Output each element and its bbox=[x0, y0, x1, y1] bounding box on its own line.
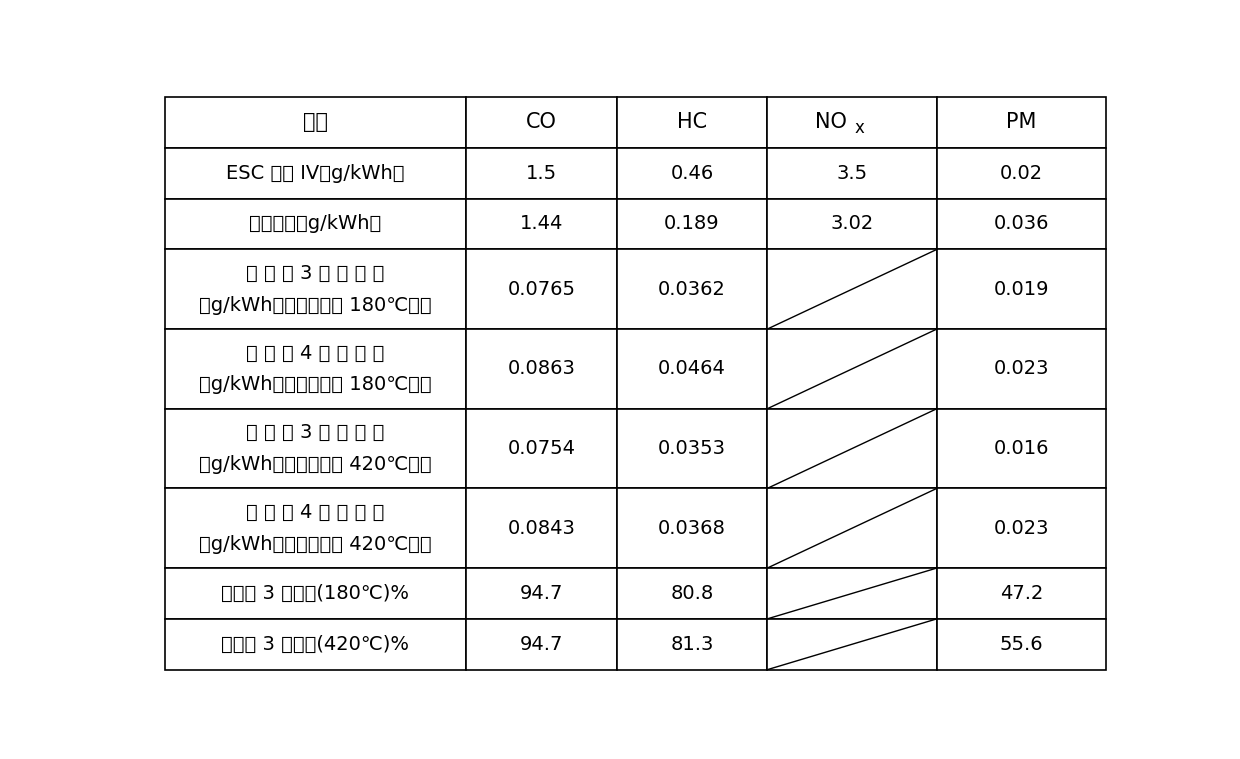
Text: 0.0464: 0.0464 bbox=[658, 359, 725, 379]
Text: 0.016: 0.016 bbox=[994, 439, 1049, 458]
Bar bbox=[616, 488, 768, 568]
Bar bbox=[165, 97, 466, 148]
Text: 3.5: 3.5 bbox=[837, 164, 868, 183]
Text: 0.019: 0.019 bbox=[994, 280, 1049, 299]
Bar bbox=[466, 408, 616, 488]
Text: 47.2: 47.2 bbox=[999, 584, 1043, 603]
Bar bbox=[937, 97, 1106, 148]
Text: CO: CO bbox=[526, 112, 557, 132]
Bar bbox=[466, 329, 616, 408]
Text: 实 施 例 3 净 化 排 放: 实 施 例 3 净 化 排 放 bbox=[246, 423, 384, 442]
Bar bbox=[466, 97, 616, 148]
Text: 实 施 例 4 净 化 排 放: 实 施 例 4 净 化 排 放 bbox=[246, 343, 384, 363]
Bar bbox=[165, 488, 466, 568]
Bar bbox=[616, 619, 768, 669]
Bar bbox=[768, 408, 937, 488]
Text: 实 施 例 3 净 化 排 放: 实 施 例 3 净 化 排 放 bbox=[246, 264, 384, 283]
Text: 1.44: 1.44 bbox=[520, 215, 563, 234]
Text: x: x bbox=[854, 119, 864, 137]
Bar bbox=[768, 148, 937, 199]
Bar bbox=[768, 488, 937, 568]
Text: 0.0353: 0.0353 bbox=[658, 439, 725, 458]
Bar bbox=[616, 199, 768, 250]
Text: NO: NO bbox=[816, 112, 847, 132]
Text: 0.0765: 0.0765 bbox=[507, 280, 575, 299]
Text: 0.0368: 0.0368 bbox=[658, 518, 725, 537]
Bar bbox=[165, 329, 466, 408]
Text: 0.0362: 0.0362 bbox=[658, 280, 725, 299]
Bar bbox=[466, 199, 616, 250]
Text: 实 施 例 4 净 化 排 放: 实 施 例 4 净 化 排 放 bbox=[246, 502, 384, 521]
Text: （g/kWh、催化剂位于 180℃处）: （g/kWh、催化剂位于 180℃处） bbox=[198, 296, 432, 315]
Text: 0.023: 0.023 bbox=[994, 518, 1049, 537]
Text: 实施例 3 转化率(420℃)%: 实施例 3 转化率(420℃)% bbox=[221, 635, 409, 653]
Bar bbox=[616, 568, 768, 619]
Bar bbox=[165, 619, 466, 669]
Text: 原车排放（g/kWh）: 原车排放（g/kWh） bbox=[249, 215, 382, 234]
Bar bbox=[165, 250, 466, 329]
Bar bbox=[937, 250, 1106, 329]
Bar bbox=[937, 148, 1106, 199]
Bar bbox=[616, 250, 768, 329]
Bar bbox=[937, 408, 1106, 488]
Bar bbox=[937, 619, 1106, 669]
Text: PM: PM bbox=[1007, 112, 1037, 132]
Bar bbox=[466, 568, 616, 619]
Bar bbox=[165, 148, 466, 199]
Bar bbox=[616, 148, 768, 199]
Bar bbox=[466, 250, 616, 329]
Text: （g/kWh、催化剂位于 180℃处）: （g/kWh、催化剂位于 180℃处） bbox=[198, 375, 432, 395]
Text: ESC 限值 IV（g/kWh）: ESC 限值 IV（g/kWh） bbox=[226, 164, 404, 183]
Bar bbox=[937, 488, 1106, 568]
Bar bbox=[937, 329, 1106, 408]
Text: 0.189: 0.189 bbox=[665, 215, 719, 234]
Bar bbox=[616, 408, 768, 488]
Bar bbox=[768, 329, 937, 408]
Bar bbox=[768, 250, 937, 329]
Bar bbox=[165, 568, 466, 619]
Bar bbox=[937, 199, 1106, 250]
Text: 94.7: 94.7 bbox=[520, 584, 563, 603]
Bar bbox=[768, 199, 937, 250]
Text: 1.5: 1.5 bbox=[526, 164, 557, 183]
Bar bbox=[616, 329, 768, 408]
Text: 0.0863: 0.0863 bbox=[507, 359, 575, 379]
Text: （g/kWh、催化剂位于 420℃处）: （g/kWh、催化剂位于 420℃处） bbox=[198, 455, 432, 474]
Bar bbox=[165, 408, 466, 488]
Text: 0.0843: 0.0843 bbox=[507, 518, 575, 537]
Text: 0.0754: 0.0754 bbox=[507, 439, 575, 458]
Bar bbox=[616, 97, 768, 148]
Text: 80.8: 80.8 bbox=[671, 584, 714, 603]
Bar bbox=[466, 148, 616, 199]
Bar bbox=[768, 568, 937, 619]
Text: HC: HC bbox=[677, 112, 707, 132]
Bar bbox=[466, 488, 616, 568]
Text: （g/kWh、催化剂位于 420℃处）: （g/kWh、催化剂位于 420℃处） bbox=[198, 534, 432, 553]
Text: 实施例 3 转化率(180℃)%: 实施例 3 转化率(180℃)% bbox=[221, 584, 409, 603]
Text: 0.02: 0.02 bbox=[1001, 164, 1043, 183]
Bar bbox=[768, 619, 937, 669]
Text: 项目: 项目 bbox=[303, 112, 327, 132]
Text: 3.02: 3.02 bbox=[831, 215, 874, 234]
Text: 55.6: 55.6 bbox=[999, 635, 1043, 653]
Text: 0.46: 0.46 bbox=[671, 164, 714, 183]
Text: 0.036: 0.036 bbox=[994, 215, 1049, 234]
Bar bbox=[768, 97, 937, 148]
Bar bbox=[165, 199, 466, 250]
Bar bbox=[466, 619, 616, 669]
Bar bbox=[937, 568, 1106, 619]
Text: 0.023: 0.023 bbox=[994, 359, 1049, 379]
Text: 81.3: 81.3 bbox=[671, 635, 714, 653]
Text: 94.7: 94.7 bbox=[520, 635, 563, 653]
